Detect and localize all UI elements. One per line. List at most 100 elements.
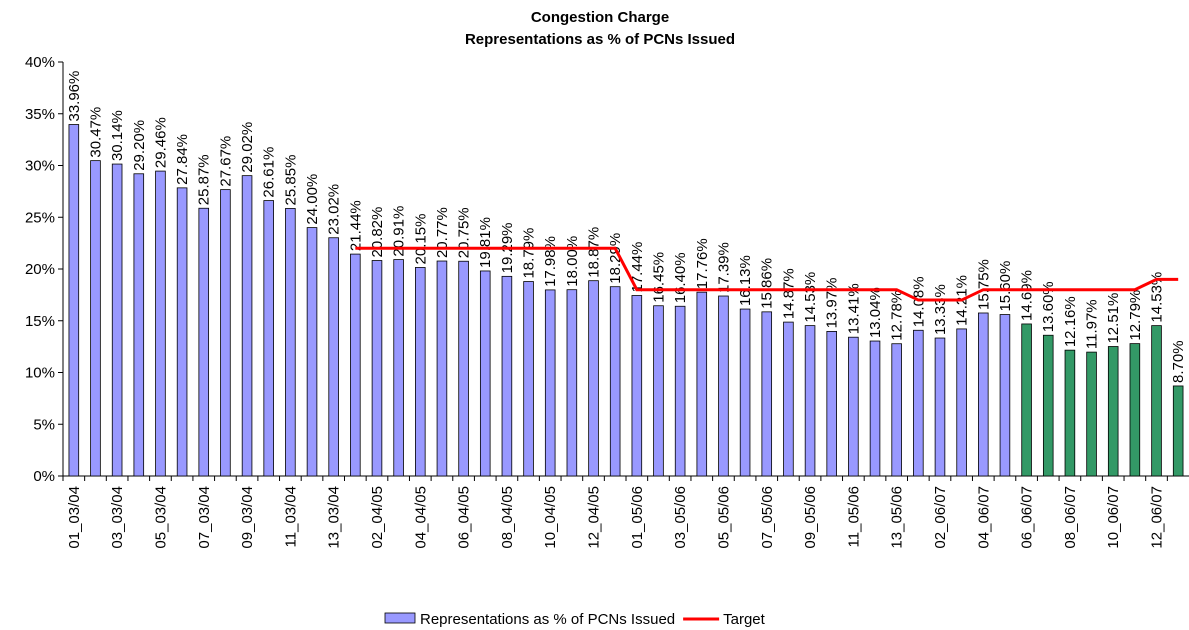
bar	[133, 173, 145, 477]
value-label: 11.97%	[1084, 299, 1101, 349]
bar	[696, 291, 708, 477]
bar	[523, 281, 534, 477]
value-label: 13.60%	[1040, 281, 1057, 332]
value-label: 14.53%	[1149, 272, 1166, 323]
bar	[1107, 346, 1119, 477]
legend-label: Target	[723, 611, 766, 628]
value-label: 33.96%	[66, 71, 83, 122]
value-label: 17.39%	[715, 242, 732, 293]
value-label: 13.33%	[932, 284, 949, 335]
value-label: 12.51%	[1105, 293, 1122, 344]
value-label: 15.75%	[975, 259, 992, 310]
x-tick-label: 11_05/06	[845, 486, 862, 547]
value-label: 20.15%	[412, 214, 429, 265]
x-tick-label: 04_06/07	[975, 486, 992, 549]
value-label: 14.53%	[802, 272, 819, 323]
value-label: 18.00%	[564, 236, 581, 287]
bar	[1172, 385, 1184, 477]
value-label: 23.02%	[326, 184, 343, 235]
legend-label: Representations as % of PCNs Issued	[420, 611, 675, 628]
value-label: 19.81%	[477, 217, 494, 268]
value-label: 13.97%	[824, 278, 841, 329]
y-tick-label: 5%	[33, 416, 55, 433]
bar	[739, 308, 751, 477]
value-label: 20.77%	[434, 207, 451, 258]
y-tick-label: 15%	[25, 313, 55, 330]
x-tick-label: 02_04/05	[369, 486, 386, 549]
x-tick-label: 07_03/04	[196, 486, 213, 549]
bar	[804, 325, 816, 477]
bar	[1086, 351, 1097, 477]
y-tick-label: 40%	[25, 54, 55, 71]
bar	[978, 312, 989, 477]
value-label: 21.44%	[347, 200, 364, 251]
bar	[501, 275, 513, 477]
chart-subtitle: Representations as % of PCNs Issued	[465, 31, 735, 48]
x-tick-label: 05_03/04	[152, 486, 169, 549]
x-tick-label: 13_05/06	[889, 486, 906, 549]
value-label: 16.13%	[737, 255, 754, 306]
bar	[1064, 349, 1076, 477]
x-tick-label: 12_06/07	[1149, 486, 1166, 549]
value-label: 14.69%	[1019, 270, 1036, 321]
bar	[999, 314, 1011, 477]
bar	[415, 267, 426, 477]
y-tick-label: 30%	[25, 158, 55, 175]
value-label: 17.98%	[542, 236, 559, 287]
bar	[263, 200, 274, 477]
value-label: 18.79%	[521, 228, 538, 279]
value-label: 15.86%	[759, 258, 776, 309]
bar	[1151, 325, 1162, 477]
bar	[328, 237, 339, 477]
value-label: 26.61%	[261, 147, 278, 198]
bar	[306, 227, 318, 477]
x-tick-label: 12_04/05	[586, 486, 603, 549]
legend-swatch	[384, 612, 416, 624]
value-label: 29.02%	[239, 122, 256, 173]
bar	[718, 295, 729, 477]
bar	[674, 305, 686, 477]
value-label: 12.78%	[889, 290, 906, 341]
value-label: 30.47%	[87, 107, 104, 158]
value-label: 13.41%	[845, 283, 862, 334]
x-tick-label: 09_05/06	[802, 486, 819, 549]
bar	[869, 340, 881, 477]
value-label: 12.79%	[1127, 290, 1144, 341]
bar	[220, 189, 231, 477]
value-label: 20.91%	[391, 206, 408, 257]
bar	[826, 331, 837, 477]
bar	[891, 343, 902, 477]
value-label: 20.75%	[456, 207, 473, 258]
bar	[913, 329, 924, 477]
bar	[371, 260, 383, 477]
bar	[350, 253, 361, 477]
x-tick-label: 07_05/06	[759, 486, 776, 549]
x-tick-label: 10_06/07	[1105, 486, 1122, 549]
value-label: 29.46%	[152, 117, 169, 168]
value-label: 15.60%	[997, 261, 1014, 312]
x-tick-label: 09_03/04	[239, 486, 256, 549]
chart-title: Congestion Charge	[531, 9, 669, 26]
bar	[155, 170, 166, 477]
bar	[609, 286, 621, 477]
bar	[241, 175, 253, 477]
value-label: 14.87%	[780, 268, 797, 319]
bar	[458, 260, 469, 477]
bar	[285, 208, 296, 477]
value-label: 18.29%	[607, 233, 624, 284]
value-label: 27.67%	[217, 136, 234, 187]
value-label: 16.45%	[650, 252, 667, 303]
bar	[588, 280, 599, 477]
value-label: 16.40%	[672, 252, 689, 303]
bar	[198, 207, 210, 477]
bar	[653, 305, 664, 477]
x-tick-label: 08_04/05	[499, 486, 516, 549]
y-tick-label: 0%	[33, 468, 55, 485]
bar	[1042, 334, 1054, 477]
x-tick-label: 05_05/06	[715, 486, 732, 549]
bar	[90, 160, 101, 477]
x-tick-label: 08_06/07	[1062, 486, 1079, 549]
value-label: 12.16%	[1062, 296, 1079, 347]
value-label: 17.44%	[629, 242, 646, 293]
